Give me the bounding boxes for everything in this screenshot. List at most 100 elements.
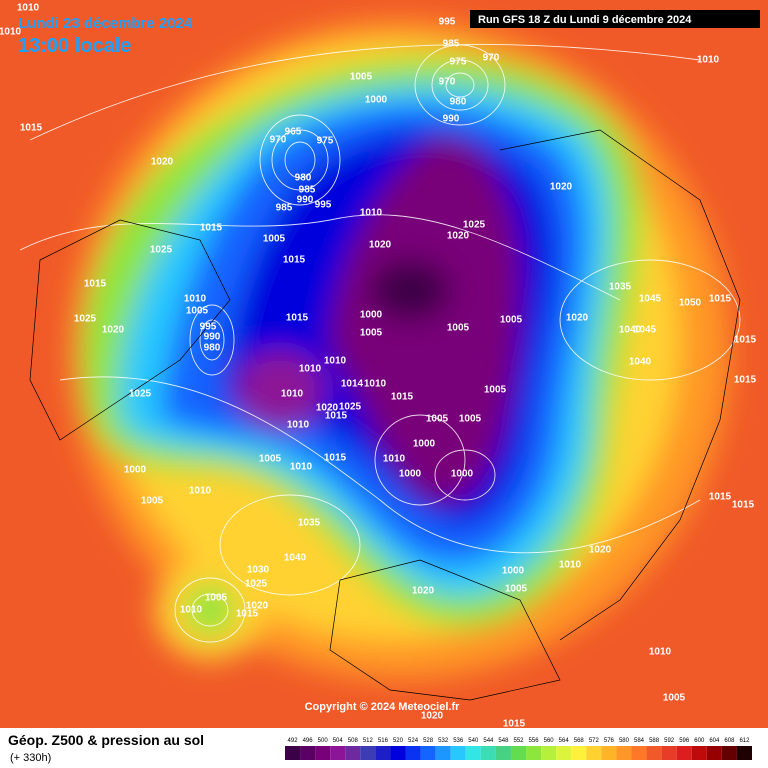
- isobar-label: 1025: [245, 579, 268, 590]
- isobar-label: 985: [299, 185, 316, 196]
- isobar-label: 1015: [236, 609, 259, 620]
- isobar-label: 1010: [383, 454, 406, 465]
- isobar-label: 990: [204, 332, 221, 343]
- legend-label: 520: [393, 738, 404, 744]
- isobar-label: 1020: [246, 601, 269, 612]
- isobar-label: 1040: [629, 357, 652, 368]
- isobar-label: 1005: [186, 306, 209, 317]
- legend-swatch: [646, 746, 662, 760]
- legend-swatch: [526, 746, 542, 760]
- isobar-label: 985: [276, 203, 293, 214]
- isobar-label: 1010: [287, 420, 310, 431]
- isobar-label: 1050: [679, 298, 702, 309]
- isobar-label: 1010: [17, 3, 40, 14]
- legend-label: 552: [513, 738, 524, 744]
- legend-swatch: [315, 746, 331, 760]
- legend-label: 568: [574, 738, 585, 744]
- legend-label: 524: [408, 738, 419, 744]
- run-box: [470, 10, 760, 28]
- isobar-label: 1020: [151, 157, 174, 168]
- isobar-label: 1000: [399, 469, 422, 480]
- legend-swatch: [390, 746, 406, 760]
- legend-label: 516: [378, 738, 389, 744]
- legend-label: 508: [348, 738, 359, 744]
- isobar-label: 995: [315, 200, 332, 211]
- isobar-label: 1040: [284, 553, 307, 564]
- legend-swatch: [736, 746, 752, 760]
- isobar-label: 1010: [180, 605, 203, 616]
- isobar-label: 1040: [619, 325, 642, 336]
- legend-label: 580: [619, 738, 630, 744]
- legend-label: 544: [483, 738, 494, 744]
- isobar-label: 1045: [639, 294, 662, 305]
- legend-swatch: [345, 746, 361, 760]
- legend-swatch: [541, 746, 557, 760]
- isobar-label: 1045: [634, 325, 657, 336]
- isobar-label: 1015: [325, 411, 348, 422]
- isobar-label: 1025: [74, 314, 97, 325]
- isobar-label: 1005: [663, 693, 686, 704]
- legend-label: 572: [589, 738, 600, 744]
- legend-label: 548: [498, 738, 509, 744]
- isobar-label: 1000: [124, 465, 147, 476]
- isobar-label: 1005: [484, 385, 507, 396]
- isobar-label: 1015: [734, 335, 757, 346]
- legend-swatch: [495, 746, 511, 760]
- isobar-label: 1000: [413, 439, 436, 450]
- legend-label: 512: [363, 738, 374, 744]
- legend-swatch: [510, 746, 527, 760]
- isobar-label: 1015: [324, 453, 347, 464]
- isobar-label: 995: [200, 322, 217, 333]
- isobar-label: 1000: [502, 566, 525, 577]
- legend-label: 500: [318, 738, 329, 744]
- copyright: Copyright © 2024 Meteociel.fr: [305, 701, 461, 713]
- legend-swatch: [465, 746, 481, 760]
- height-field: [70, 20, 730, 680]
- legend-label: 584: [634, 738, 645, 744]
- isobar-label: 970: [483, 53, 500, 64]
- legend-swatch: [360, 746, 376, 760]
- isobar-label: 1000: [451, 469, 474, 480]
- isobar-label: 985: [443, 39, 460, 50]
- isobar-label: 1025: [129, 389, 152, 400]
- isobar-label: 1010: [364, 379, 387, 390]
- legend-swatch: [601, 746, 617, 760]
- isobar-label: 1005: [459, 414, 482, 425]
- isobar-label: 1020: [447, 231, 470, 242]
- isobar-label: 980: [450, 97, 467, 108]
- legend-swatch: [691, 746, 707, 760]
- legend-label: 528: [423, 738, 434, 744]
- isobar-label: 970: [270, 135, 287, 146]
- legend-swatch: [676, 746, 692, 760]
- legend-swatch: [435, 746, 451, 760]
- isobar-label: 1015: [84, 279, 107, 290]
- isobar-label: 1015: [200, 223, 223, 234]
- isobar-label: 1020: [412, 586, 435, 597]
- legend-label: 600: [694, 738, 705, 744]
- legend-label: 608: [724, 738, 735, 744]
- isobar-label: 1014: [341, 379, 364, 390]
- legend-swatch: [586, 746, 602, 760]
- isobar-label: 1005: [205, 593, 228, 604]
- legend-label: 536: [453, 738, 464, 744]
- isobar-label: 995: [439, 17, 456, 28]
- valid-date: Lundi 23 décembre 2024: [18, 15, 193, 32]
- isobar-label: 1020: [566, 313, 589, 324]
- isobar-label: 975: [317, 136, 334, 147]
- isobar-label: 1010: [559, 560, 582, 571]
- isobar-label: 980: [295, 173, 312, 184]
- isobar-label: 1020: [369, 240, 392, 251]
- isobar-label: 1000: [360, 310, 383, 321]
- isobar-label: 1010: [299, 364, 322, 375]
- isobar-label: 1015: [20, 123, 43, 134]
- isobar-label: 1020: [102, 325, 125, 336]
- isobar-label: 1005: [505, 584, 528, 595]
- isobar-label: 1015: [732, 500, 755, 511]
- isobar-label: 1015: [286, 313, 309, 324]
- legend-swatch: [405, 746, 421, 760]
- legend-label: 604: [709, 738, 720, 744]
- legend-label: 496: [303, 738, 314, 744]
- isobar-label: 990: [443, 114, 460, 125]
- legend-swatch: [420, 746, 436, 760]
- isobar-label: 1015: [391, 392, 414, 403]
